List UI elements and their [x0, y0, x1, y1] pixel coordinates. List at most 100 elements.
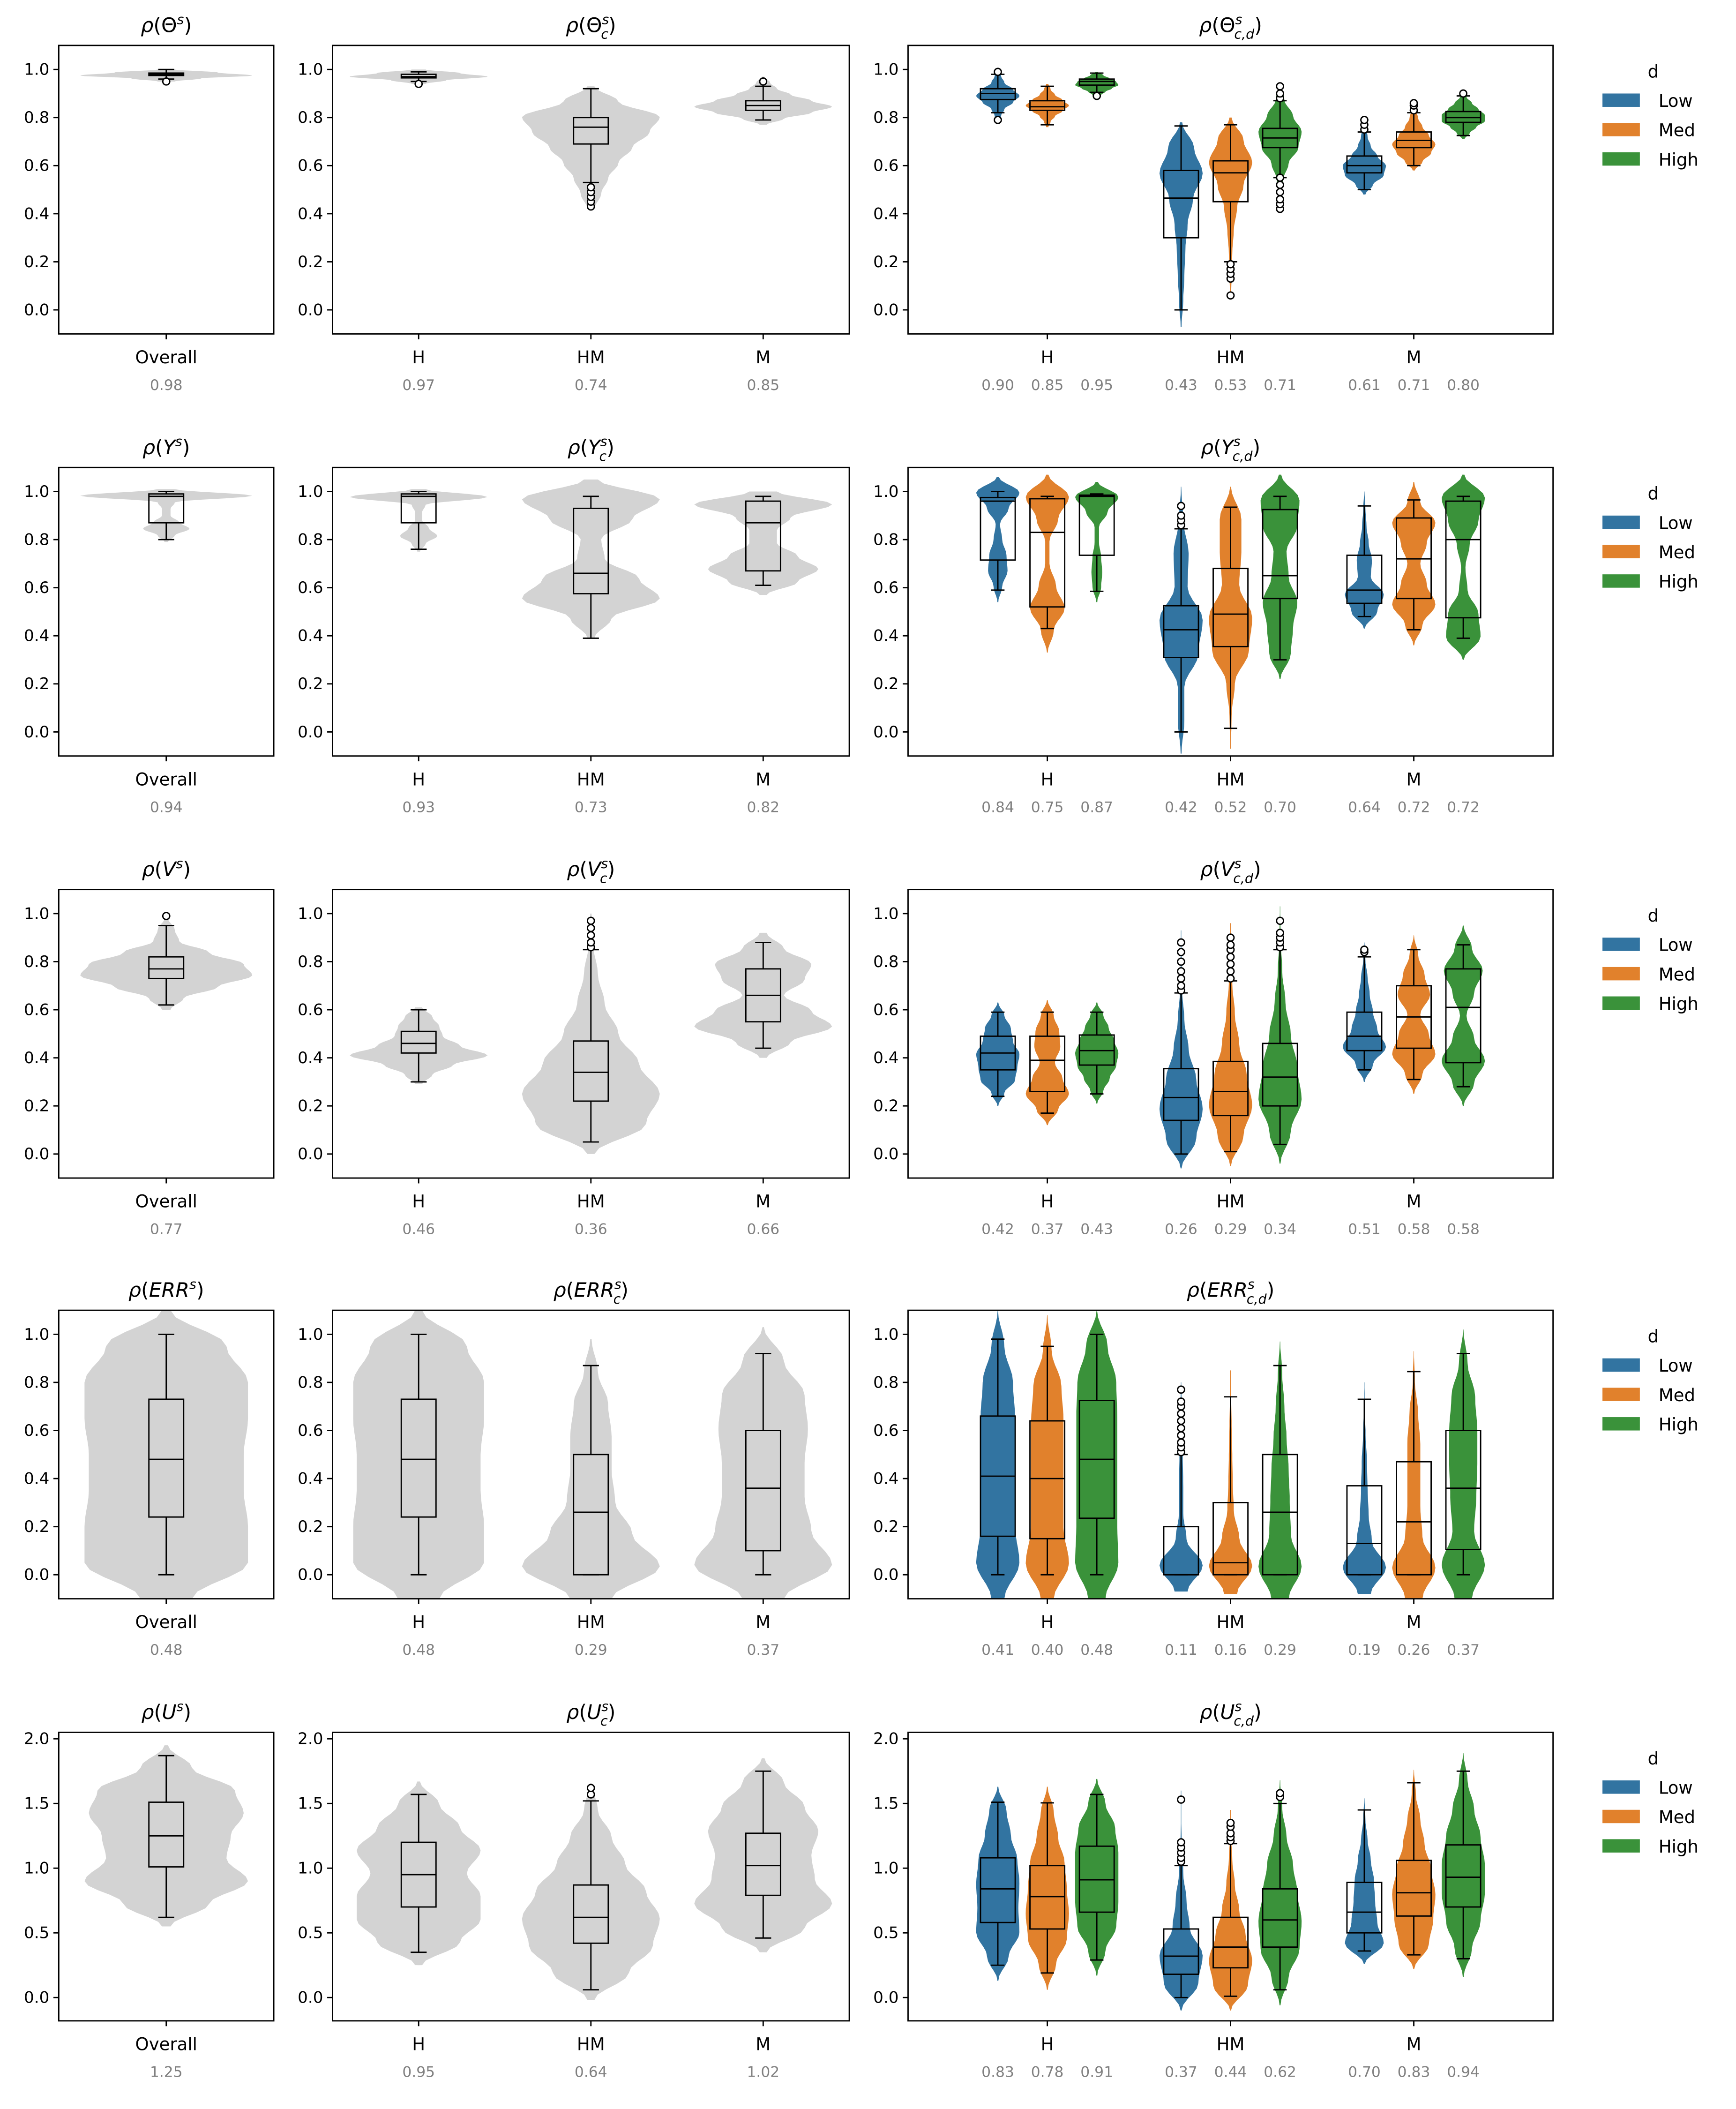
outlier-point [1276, 195, 1284, 203]
violin [694, 1327, 832, 1599]
x-tick-label: H [1041, 1192, 1054, 1212]
box-iqr [148, 1398, 185, 1518]
x-tick-label: M [756, 2034, 771, 2055]
title-subscript: c [600, 1713, 608, 1729]
y-tick-label: 1.5 [873, 1794, 898, 1813]
outlier-point [1226, 953, 1235, 961]
mean-label: 0.84 [981, 799, 1014, 816]
y-tick-label: 0.6 [298, 1421, 323, 1440]
outlier-point [586, 183, 595, 192]
title-close: ) [1253, 858, 1261, 881]
mean-label: 0.75 [1031, 799, 1064, 816]
y-tick-label: 0.4 [873, 204, 898, 223]
title-close: ) [182, 436, 190, 459]
title-subscript: c,d [1247, 1291, 1267, 1307]
box-iqr [1212, 160, 1249, 203]
legend-label-high: High [1659, 1415, 1699, 1435]
violin [84, 1310, 248, 1599]
outlier-point [1177, 1838, 1185, 1846]
y-tick-label: 1.0 [298, 1325, 323, 1344]
x-tick-label: M [1407, 769, 1422, 789]
subplot-title: ρ(Θs c,d) [1199, 12, 1262, 42]
legend-title: d [1648, 906, 1659, 926]
x-tick-label: M [1407, 1612, 1422, 1632]
outlier-point [414, 80, 423, 88]
box-iqr [1262, 509, 1298, 600]
y-tick-label: 0.0 [24, 723, 49, 742]
outlier-point [1177, 948, 1185, 956]
violin-high [1075, 1779, 1119, 1976]
x-tick-label: M [756, 347, 771, 368]
mean-label: 0.62 [1264, 2064, 1296, 2081]
y-tick-label: 0.8 [298, 1373, 323, 1392]
mean-label: 0.72 [1447, 799, 1480, 816]
mean-label: 0.48 [150, 1642, 183, 1659]
mean-label: 0.90 [981, 377, 1014, 394]
outlier-point [1177, 502, 1185, 510]
box-iqr [573, 508, 609, 594]
mean-label: 0.71 [1264, 377, 1296, 394]
y-tick-label: 1.0 [298, 482, 323, 501]
violin [357, 1781, 481, 1966]
outlier-point [1276, 916, 1284, 925]
legend-label-high: High [1659, 994, 1699, 1014]
y-tick-label: 0.0 [873, 1989, 898, 2007]
title-symbol: Y [588, 436, 602, 459]
title-subscript: c [599, 449, 606, 464]
violin-high [1258, 1341, 1302, 1599]
legend-label-low: Low [1659, 935, 1693, 955]
violin-high [1442, 91, 1485, 139]
mean-label: 0.43 [1165, 377, 1197, 394]
y-tick-label: 0.8 [24, 531, 49, 549]
box-iqr [1445, 1430, 1482, 1550]
y-tick-label: 0.6 [298, 578, 323, 597]
title-symbol: U [587, 1701, 601, 1724]
legend-label-low: Low [1659, 1356, 1693, 1376]
y-tick-label: 0.8 [24, 1373, 49, 1392]
x-tick-label: HM [1217, 2034, 1245, 2055]
y-tick-label: 0.6 [24, 157, 49, 175]
outlier-point [1226, 960, 1235, 968]
outlier-point [1276, 173, 1284, 182]
violin-high [1075, 1310, 1119, 1599]
violin-low [976, 1786, 1020, 1981]
mean-label: 0.80 [1447, 377, 1480, 394]
box-iqr [1346, 555, 1383, 604]
mean-label: 0.71 [1398, 377, 1430, 394]
title-close: ) [608, 1701, 616, 1724]
mean-label: 0.72 [1398, 799, 1430, 816]
box-iqr [1078, 494, 1115, 556]
subplot-14: ρ(Us c,d) 0.83 0.78 0.91 0.37 0.44 0.62 0.70 0.83… [873, 1699, 1554, 2081]
violin-low [1342, 1382, 1386, 1594]
outlier-point [1226, 260, 1235, 269]
title-open: ( [566, 1279, 574, 1302]
outlier-point [586, 938, 595, 947]
title-superscript: s [189, 1277, 196, 1292]
y-tick-label: 0.0 [873, 723, 898, 742]
y-tick-label: 1.0 [298, 60, 323, 79]
mean-label: 0.95 [402, 2064, 435, 2081]
y-tick-label: 0.6 [873, 1000, 898, 1019]
outlier-point [1177, 1424, 1185, 1433]
title-close: ) [607, 858, 615, 881]
mean-label: 0.36 [575, 1221, 607, 1238]
y-tick-label: 0.4 [873, 1470, 898, 1488]
x-tick-label: HM [577, 2034, 605, 2055]
box-iqr [1212, 1501, 1249, 1576]
y-tick-label: 0.0 [298, 723, 323, 742]
y-tick-label: 2.0 [873, 1730, 898, 1749]
violin [350, 1007, 488, 1085]
subplot-12: ρ(Us) 1.25 0.0 0.5 1.0 1.5 2.0 Overall [24, 1699, 275, 2081]
title-superscript: s [1235, 1699, 1242, 1714]
title-symbol: ERR [1207, 1279, 1248, 1302]
x-tick-label: Overall [135, 1192, 197, 1212]
y-tick-label: 0.2 [298, 675, 323, 693]
outlier-point [1177, 1409, 1185, 1418]
mean-label: 0.85 [1031, 377, 1064, 394]
x-tick-label: M [1407, 1192, 1422, 1212]
outlier-point [1276, 180, 1284, 189]
title-superscript: s [600, 434, 607, 450]
box-iqr [148, 956, 185, 979]
